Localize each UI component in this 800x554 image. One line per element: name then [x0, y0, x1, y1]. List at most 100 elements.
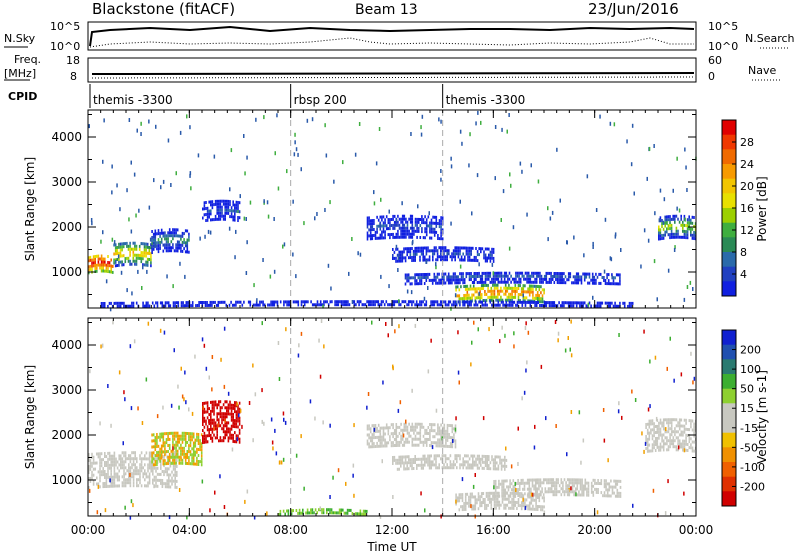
echo-cell: [186, 450, 189, 453]
echo-cell: [688, 227, 690, 231]
echo-cell: [612, 276, 615, 280]
echo-cell: [648, 437, 651, 441]
echo-cell: [476, 466, 479, 470]
echo-cell: [400, 256, 402, 260]
echo-cell: [468, 252, 471, 256]
echo-cell: [92, 255, 95, 259]
echo-scatter: [213, 426, 215, 431]
echo-cell: [487, 295, 489, 299]
echo-cell: [550, 301, 552, 305]
echo-cell: [594, 481, 596, 485]
echo-cell: [414, 223, 417, 227]
echo-cell: [171, 479, 173, 483]
echo-cell: [506, 298, 509, 302]
echo-cell: [680, 214, 682, 218]
echo-cell: [441, 246, 444, 250]
echo-cell: [470, 275, 472, 278]
echo-cell: [438, 454, 440, 458]
echo-cell: [416, 217, 418, 221]
echo-cell: [216, 427, 218, 431]
echo-cell: [449, 255, 452, 259]
echo-cell: [116, 258, 119, 261]
echo-cell: [131, 451, 133, 455]
echo-cell: [597, 479, 599, 482]
echo-cell: [471, 281, 474, 284]
echo-cell: [166, 470, 168, 474]
echo-scatter: [621, 415, 623, 420]
echo-cell: [152, 472, 154, 476]
echo-scatter: [392, 495, 394, 499]
echo-cell: [322, 508, 325, 512]
echo-scatter: [610, 257, 613, 262]
noise-strip: N.Sky 10^5 10^0 10^5 10^0 N.Search: [4, 20, 795, 53]
echo-cell: [222, 300, 224, 304]
echo-cell: [487, 503, 489, 507]
echo-cell: [587, 493, 590, 497]
echo-cell: [406, 461, 408, 465]
echo-cell: [238, 210, 241, 214]
echo-cell: [545, 271, 548, 275]
echo-cell: [468, 278, 471, 282]
echo-cell: [419, 224, 422, 227]
echo-cell: [403, 464, 405, 468]
echo-cell: [129, 469, 132, 473]
echo-cell: [602, 494, 604, 498]
echo-cell: [412, 258, 415, 262]
echo-cell: [691, 428, 694, 432]
echo-cell: [143, 245, 146, 249]
echo-cell: [438, 222, 441, 226]
echo-scatter: [580, 460, 582, 465]
echo-cell: [464, 255, 466, 259]
echo-cell: [145, 475, 148, 479]
echo-cell: [495, 283, 497, 287]
echo-scatter: [99, 421, 101, 426]
echo-cell: [160, 481, 162, 485]
echo-cell: [412, 255, 415, 259]
echo-cell: [672, 232, 674, 236]
echo-cell: [227, 403, 230, 407]
echo-cell: [449, 454, 452, 458]
echo-cell: [132, 463, 135, 467]
echo-cell: [239, 300, 242, 304]
echo-cell: [227, 421, 230, 425]
echo-cell: [330, 511, 333, 515]
echo-cell: [176, 464, 178, 468]
echo-scatter: [126, 288, 128, 293]
echo-cell: [377, 300, 380, 304]
echo-cell: [337, 303, 340, 307]
echo-cell: [188, 250, 190, 254]
echo-cell: [691, 233, 694, 237]
echo-cell: [425, 431, 428, 435]
echo-cell: [128, 457, 130, 461]
echo-cell: [444, 466, 447, 470]
echo-cell: [507, 280, 509, 284]
echo-cell: [202, 207, 204, 211]
echo-cell: [366, 433, 369, 437]
echo-scatter: [673, 248, 676, 252]
echo-cell: [675, 214, 678, 218]
echo-cell: [127, 247, 130, 251]
echo-scatter: [239, 408, 242, 413]
echo-scatter: [583, 253, 585, 258]
echo-cell: [104, 455, 106, 458]
echo-cell: [406, 440, 409, 444]
echo-scatter: [473, 320, 475, 325]
echo-cell: [534, 301, 536, 304]
echo-cell: [460, 493, 462, 497]
echo-cell: [180, 237, 182, 241]
echo-cell: [659, 433, 662, 437]
echo-cell: [428, 255, 431, 259]
echo-cell: [545, 301, 548, 305]
echo-cell: [384, 230, 386, 234]
echo-cell: [519, 284, 521, 288]
echo-cell: [440, 216, 442, 220]
echo-scatter: [664, 511, 667, 516]
echo-cell: [618, 494, 620, 498]
echo-cell: [520, 481, 523, 485]
echo-cell: [105, 461, 108, 464]
y-tick-label: 3000: [51, 383, 82, 397]
echo-cell: [531, 478, 534, 482]
echo-cell: [140, 469, 143, 473]
echo-cell: [582, 490, 585, 494]
echo-cell: [536, 487, 539, 491]
